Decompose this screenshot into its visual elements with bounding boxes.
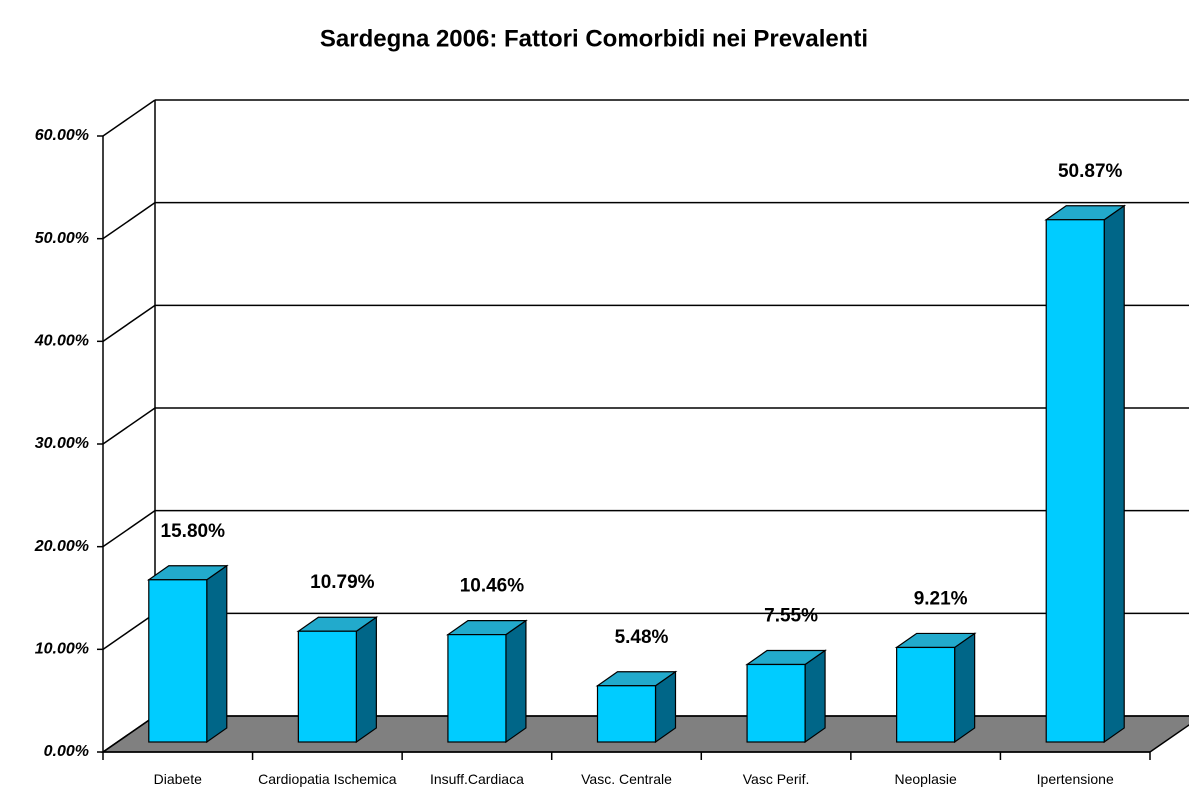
y-tick-label: 20.00%: [34, 538, 89, 555]
bar-side: [1103, 204, 1125, 744]
value-label: 7.55%: [764, 606, 818, 627]
chart-title: Sardegna 2006: Fattori Comorbidi nei Pre…: [320, 25, 868, 52]
grid-line: [102, 715, 156, 753]
y-tick-label: 10.00%: [35, 641, 89, 658]
x-tick-label: Vasc Perif.: [742, 771, 810, 787]
x-tick-label: Cardiopatia Ischemica: [258, 771, 397, 787]
value-label: 9.21%: [914, 588, 968, 609]
bar: [297, 630, 357, 743]
value-label: 10.46%: [460, 576, 525, 597]
value-label: 50.87%: [1058, 161, 1123, 182]
value-label: 5.48%: [615, 627, 669, 648]
grid-line: [102, 304, 156, 342]
bar: [148, 579, 208, 743]
x-tick-label: Neoplasie: [894, 771, 957, 787]
bar: [896, 646, 956, 743]
y-tick-label: 60.00%: [35, 127, 89, 144]
bar-side: [355, 616, 377, 744]
bar-side: [206, 564, 228, 744]
y-tick-label: 40.00%: [34, 333, 89, 350]
x-tick-label: Insuff.Cardiaca: [429, 771, 524, 787]
grid-line: [102, 407, 156, 445]
x-tick-label: Vasc. Centrale: [581, 771, 672, 787]
y-tick-label: 50.00%: [35, 230, 89, 247]
x-tick-label: Diabete: [153, 771, 202, 787]
grid-line: [102, 612, 156, 650]
bar: [746, 663, 806, 743]
grid-line: [102, 202, 156, 240]
y-tick-label: 30.00%: [35, 435, 89, 452]
bar: [447, 634, 507, 743]
grid-line: [102, 510, 156, 548]
bar: [596, 685, 657, 743]
bar-side: [804, 649, 826, 744]
value-label: 10.79%: [310, 572, 375, 593]
grid-line: [102, 99, 156, 137]
value-label: 15.80%: [161, 521, 226, 542]
y-tick-label: 0.00%: [44, 743, 89, 760]
bar-side: [954, 632, 976, 744]
x-tick-label: Ipertensione: [1036, 771, 1114, 787]
bar: [1045, 219, 1105, 743]
bar-side: [505, 619, 527, 744]
